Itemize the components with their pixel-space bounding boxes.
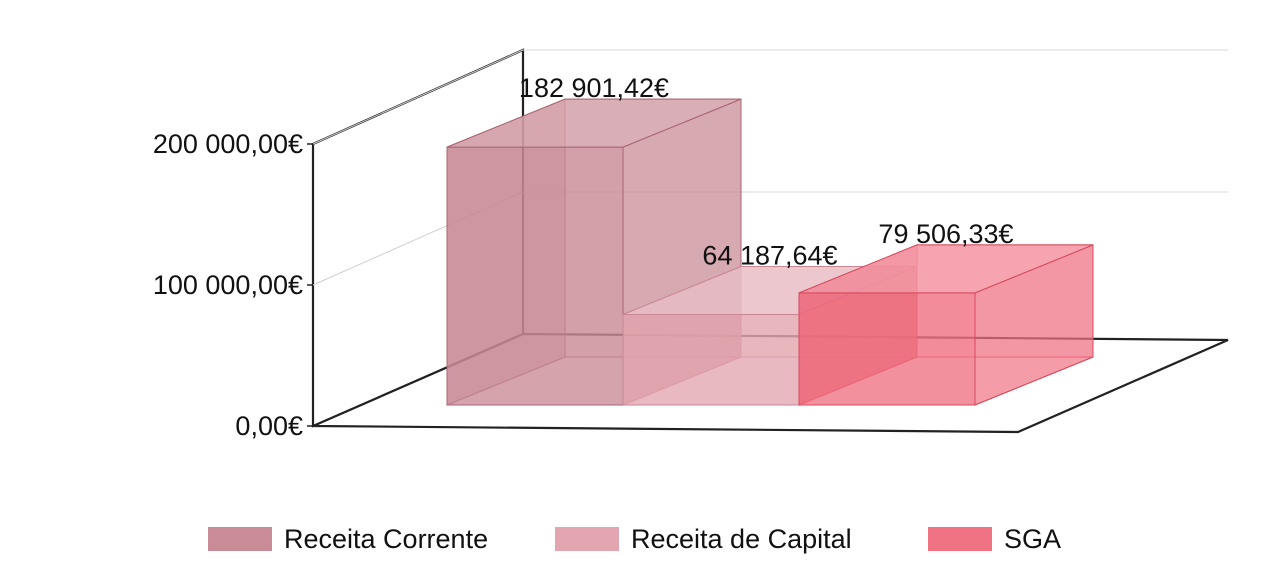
bar-top-face — [798, 244, 1094, 294]
legend-label: Receita de Capital — [631, 524, 852, 554]
bar-3 — [798, 244, 1094, 406]
legend-label: SGA — [1004, 524, 1061, 554]
data-label-2: 64 187,64€ — [702, 240, 837, 270]
grid-line-side — [312, 49, 524, 145]
bar-front-face — [446, 146, 624, 406]
legend-swatch — [928, 527, 992, 551]
data-label-3: 79 506,33€ — [878, 219, 1013, 249]
legend: Receita Corrente Receita de Capital SGA — [208, 524, 1061, 554]
legend-swatch — [555, 527, 619, 551]
data-label-1: 182 901,42€ — [519, 73, 669, 103]
y-tick-label: 100 000,00€ — [153, 270, 303, 300]
bars — [446, 98, 1094, 406]
legend-item-1: Receita Corrente — [208, 524, 488, 554]
legend-swatch — [208, 527, 272, 551]
bar-front-face — [798, 292, 976, 406]
bar-top-face — [446, 98, 742, 148]
data-labels: 182 901,42€ 64 187,64€ 79 506,33€ — [519, 73, 1014, 270]
y-axis-ticks: 0,00€ 100 000,00€ 200 000,00€ — [153, 129, 313, 441]
y-tick-label: 0,00€ — [235, 411, 303, 441]
legend-item-3: SGA — [928, 524, 1061, 554]
legend-label: Receita Corrente — [284, 524, 488, 554]
legend-item-2: Receita de Capital — [555, 524, 852, 554]
bar-front-face — [622, 314, 800, 406]
y-tick-label: 200 000,00€ — [153, 129, 303, 159]
